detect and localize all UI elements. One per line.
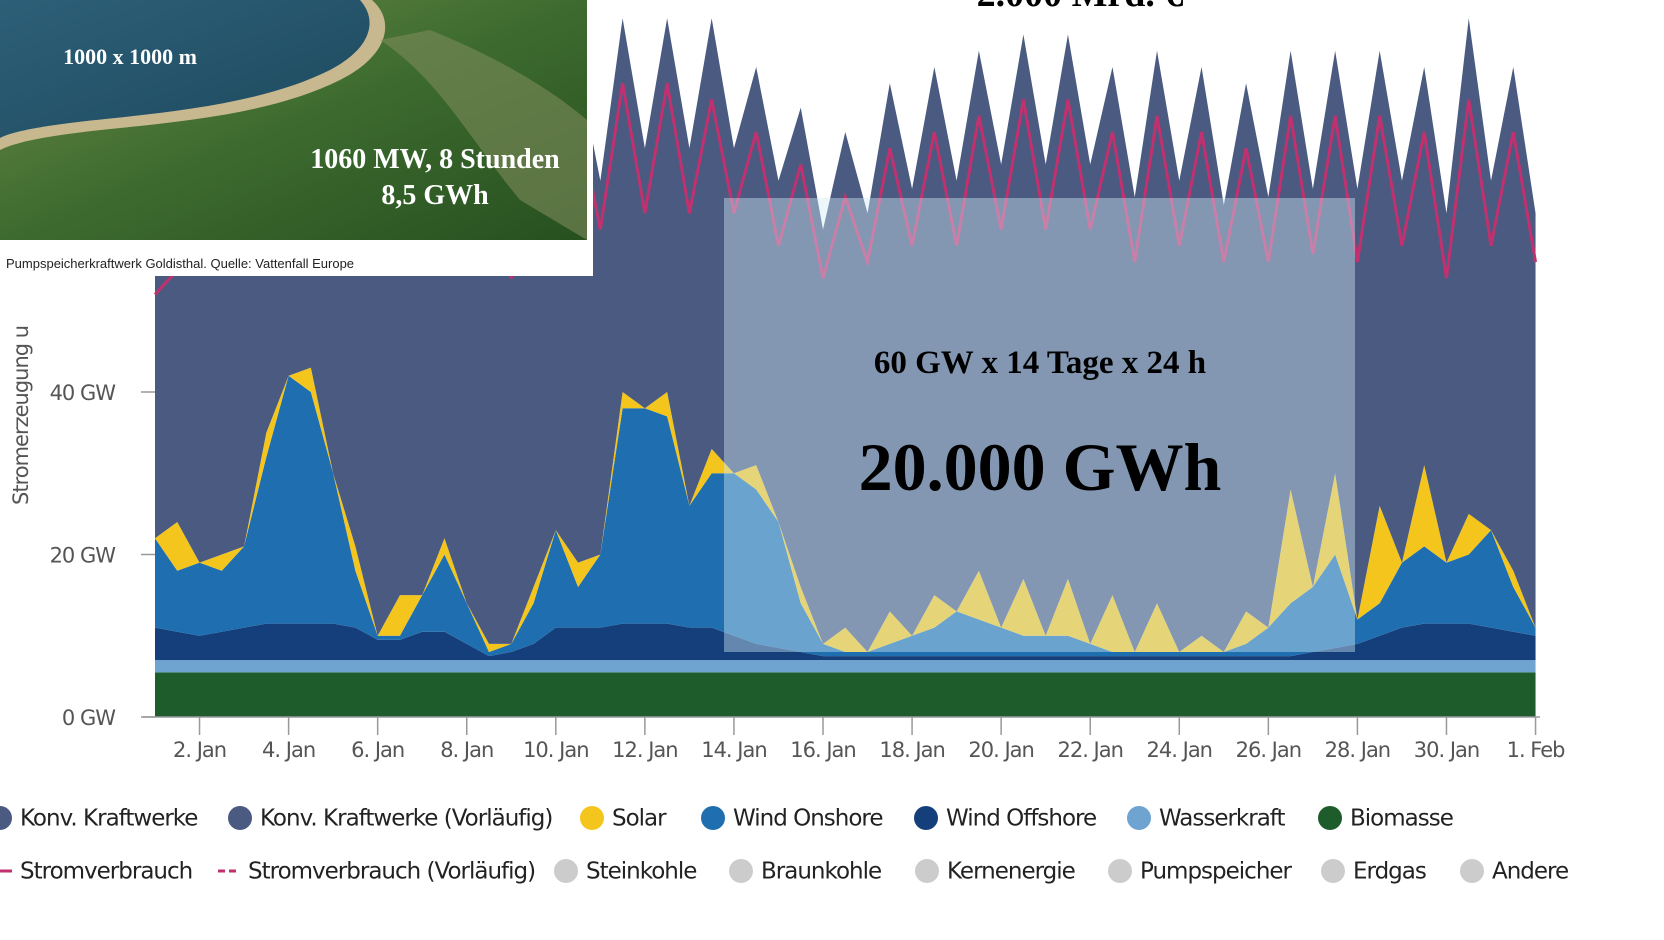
area xyxy=(155,623,1536,661)
legend-item: Stromverbrauch xyxy=(0,859,193,885)
y-axis-label: Stromerzeugung u xyxy=(9,326,33,505)
photo-slope xyxy=(380,30,587,240)
legend-item: Braunkohle xyxy=(729,859,882,885)
x-tick-label: 30. Jan xyxy=(1414,738,1479,762)
legend-label: Wind Offshore xyxy=(946,806,1096,832)
legend-swatch xyxy=(580,806,604,830)
x-tick-label: 4. Jan xyxy=(262,738,315,762)
legend-item: Andere xyxy=(1460,859,1569,885)
legend-item: Solar xyxy=(580,806,668,832)
legend-label: Braunkohle xyxy=(761,859,881,885)
legend-label: Stromverbrauch xyxy=(20,859,192,885)
y-tick-label: 0 GW xyxy=(62,706,116,730)
legend-label: Kernenergie xyxy=(947,859,1075,885)
x-tick-label: 24. Jan xyxy=(1147,738,1212,762)
axes: 2. Jan 4. Jan 6. Jan 8. Jan 10. Jan 12. Jan 14… xyxy=(9,326,1566,762)
x-tick-label: 2. Jan xyxy=(173,738,226,762)
x-tick-label: 1. Feb xyxy=(1507,738,1566,762)
x-tick-label: 28. Jan xyxy=(1325,738,1390,762)
area xyxy=(155,672,1536,717)
legend-item: Biomasse xyxy=(1318,806,1454,832)
annotation-text: 60 GW x 14 Tage x 24 h xyxy=(874,345,1206,381)
legend-item: Konv. Kraftwerke (Vorläufig) xyxy=(228,806,553,832)
annotation-box xyxy=(724,198,1355,652)
legend-swatch xyxy=(1460,859,1484,883)
photo-caption: Pumpspeicherkraftwerk Goldisthal. Quelle… xyxy=(6,256,354,271)
legend-swatch xyxy=(915,859,939,883)
legend-label: Konv. Kraftwerke xyxy=(20,806,197,832)
legend-swatch xyxy=(1321,859,1345,883)
legend-swatch xyxy=(228,806,252,830)
legend-swatch xyxy=(729,859,753,883)
x-tick-label: 16. Jan xyxy=(790,738,855,762)
y-tick-label: 20 GW xyxy=(50,544,117,568)
legend-item: Pumpspeicher xyxy=(1108,859,1294,885)
legend-label: Erdgas xyxy=(1353,859,1426,885)
annotation-total: 20.000 GWh xyxy=(859,429,1222,505)
legend-item: Konv. Kraftwerke xyxy=(0,806,198,832)
legend-label: Biomasse xyxy=(1350,806,1453,832)
photo-reservoir xyxy=(0,0,370,138)
legend-swatch xyxy=(1127,806,1151,830)
legend-item: Kernenergie xyxy=(915,859,1076,885)
legend-item: Wind Offshore xyxy=(914,806,1097,832)
legend-label: Andere xyxy=(1492,859,1568,885)
legend-label: Solar xyxy=(612,806,667,832)
legend-swatch xyxy=(914,806,938,830)
x-tick-label: 12. Jan xyxy=(612,738,677,762)
x-tick-label: 14. Jan xyxy=(701,738,766,762)
photo-label: 1060 MW, 8 Stunden xyxy=(310,144,560,175)
legend-item: Wind Onshore xyxy=(701,806,884,832)
legend-label: Konv. Kraftwerke (Vorläufig) xyxy=(260,806,552,832)
x-tick-label: 8. Jan xyxy=(440,738,493,762)
photo-label: 8,5 GWh xyxy=(381,180,489,211)
plot-area xyxy=(153,18,1538,717)
legend-item: Erdgas xyxy=(1321,859,1427,885)
x-tick-label: 20. Jan xyxy=(968,738,1033,762)
headline: 2.000 Mrd. € xyxy=(977,0,1184,15)
photo-inset: 1000 x 1000 m 1060 MW, 8 Stunden 8,5 GWh… xyxy=(0,0,593,276)
legend-label: Wasserkraft xyxy=(1159,806,1285,832)
x-tick-label: 22. Jan xyxy=(1057,738,1122,762)
legend-item: Stromverbrauch (Vorläufig) xyxy=(218,859,536,885)
legend-label: Pumpspeicher xyxy=(1140,859,1293,885)
legend-swatch xyxy=(701,806,725,830)
legend-item: Wasserkraft xyxy=(1127,806,1286,832)
x-tick-label: 26. Jan xyxy=(1236,738,1301,762)
photo-label: 1000 x 1000 m xyxy=(63,44,197,69)
area xyxy=(155,18,1536,652)
legend-label: Steinkohle xyxy=(586,859,696,885)
area xyxy=(155,660,1536,673)
legend-swatch xyxy=(1318,806,1342,830)
legend-item: Steinkohle xyxy=(554,859,697,885)
legend-label: Stromverbrauch (Vorläufig) xyxy=(248,859,535,885)
area xyxy=(155,375,1536,657)
y-tick-label: 40 GW xyxy=(50,381,117,405)
legend-swatch xyxy=(1108,859,1132,883)
legend-swatch xyxy=(554,859,578,883)
legend-swatch xyxy=(0,806,12,830)
x-tick-label: 18. Jan xyxy=(879,738,944,762)
legend: Konv. Kraftwerke Konv. Kraftwerke (Vorläu… xyxy=(0,806,1569,885)
legend-label: Wind Onshore xyxy=(733,806,883,832)
x-tick-label: 6. Jan xyxy=(351,738,404,762)
x-tick-label: 10. Jan xyxy=(523,738,588,762)
